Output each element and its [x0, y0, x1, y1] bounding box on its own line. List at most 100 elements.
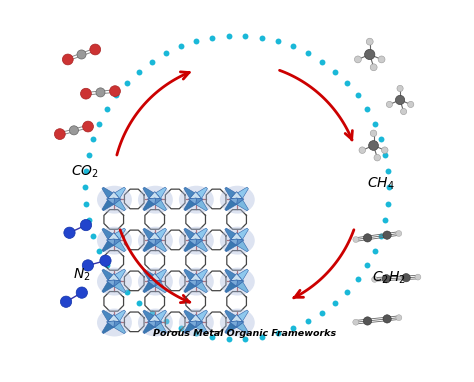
Polygon shape: [192, 310, 208, 325]
Polygon shape: [110, 196, 126, 211]
Point: [192, 38, 200, 44]
Polygon shape: [107, 321, 115, 327]
Polygon shape: [233, 236, 248, 252]
Circle shape: [408, 101, 414, 107]
Point: [225, 33, 233, 39]
Polygon shape: [102, 228, 117, 243]
Point: [96, 120, 103, 126]
Polygon shape: [184, 277, 199, 293]
Polygon shape: [102, 269, 117, 284]
Point: [304, 318, 312, 324]
Ellipse shape: [179, 268, 214, 296]
Polygon shape: [102, 236, 117, 252]
Circle shape: [109, 86, 120, 97]
Point: [85, 152, 92, 158]
Polygon shape: [102, 187, 117, 202]
Point: [384, 168, 392, 174]
Point: [225, 336, 233, 342]
Ellipse shape: [220, 309, 255, 337]
Point: [377, 136, 384, 142]
Polygon shape: [151, 196, 166, 211]
Circle shape: [80, 219, 91, 231]
Polygon shape: [108, 192, 119, 200]
Polygon shape: [192, 228, 208, 243]
Point: [123, 288, 131, 295]
Polygon shape: [233, 318, 248, 333]
Polygon shape: [188, 321, 197, 327]
Point: [363, 262, 371, 269]
Point: [112, 276, 120, 282]
Polygon shape: [231, 274, 242, 282]
Circle shape: [402, 274, 410, 282]
Point: [177, 325, 185, 331]
Polygon shape: [225, 310, 240, 325]
Circle shape: [369, 141, 378, 151]
Polygon shape: [192, 318, 208, 333]
Polygon shape: [110, 236, 126, 252]
Polygon shape: [151, 277, 166, 293]
Point: [209, 334, 216, 340]
Circle shape: [90, 44, 100, 55]
Polygon shape: [143, 277, 158, 293]
Polygon shape: [110, 187, 126, 202]
Point: [289, 43, 297, 49]
Point: [135, 300, 143, 306]
Polygon shape: [143, 228, 158, 243]
Ellipse shape: [97, 268, 132, 296]
Point: [82, 168, 90, 174]
Polygon shape: [236, 321, 244, 327]
Polygon shape: [190, 314, 201, 323]
Point: [96, 248, 103, 254]
Polygon shape: [225, 269, 240, 284]
Circle shape: [359, 147, 365, 154]
Ellipse shape: [179, 309, 214, 337]
Polygon shape: [225, 277, 240, 293]
Circle shape: [64, 227, 75, 238]
Polygon shape: [110, 269, 126, 284]
Polygon shape: [229, 198, 237, 204]
Circle shape: [82, 121, 93, 132]
Polygon shape: [236, 239, 244, 246]
Polygon shape: [154, 198, 162, 204]
Ellipse shape: [138, 186, 173, 214]
Polygon shape: [151, 236, 166, 252]
Polygon shape: [154, 239, 162, 246]
Point: [289, 325, 297, 331]
Polygon shape: [149, 314, 160, 323]
Point: [354, 276, 362, 282]
Polygon shape: [151, 310, 166, 325]
Ellipse shape: [179, 186, 214, 214]
Circle shape: [386, 101, 392, 107]
Polygon shape: [102, 318, 117, 333]
Polygon shape: [231, 192, 242, 200]
Point: [192, 330, 200, 337]
Polygon shape: [184, 318, 199, 333]
Polygon shape: [143, 196, 158, 211]
Polygon shape: [231, 314, 242, 323]
Point: [274, 330, 282, 337]
Polygon shape: [143, 310, 158, 325]
Ellipse shape: [138, 309, 173, 337]
Polygon shape: [143, 187, 158, 202]
Polygon shape: [231, 233, 242, 241]
Circle shape: [415, 274, 421, 280]
Polygon shape: [184, 269, 199, 284]
Circle shape: [382, 147, 388, 154]
Polygon shape: [184, 236, 199, 252]
Polygon shape: [192, 196, 208, 211]
Point: [331, 68, 339, 74]
Polygon shape: [113, 321, 121, 327]
Circle shape: [364, 234, 372, 242]
Point: [148, 58, 155, 65]
Polygon shape: [151, 318, 166, 333]
Point: [209, 34, 216, 40]
Point: [371, 248, 378, 254]
Circle shape: [396, 315, 402, 320]
Circle shape: [81, 88, 91, 99]
Polygon shape: [229, 280, 237, 286]
Polygon shape: [195, 280, 203, 286]
Polygon shape: [108, 233, 119, 241]
Polygon shape: [110, 318, 126, 333]
Polygon shape: [110, 228, 126, 243]
Circle shape: [395, 96, 405, 105]
